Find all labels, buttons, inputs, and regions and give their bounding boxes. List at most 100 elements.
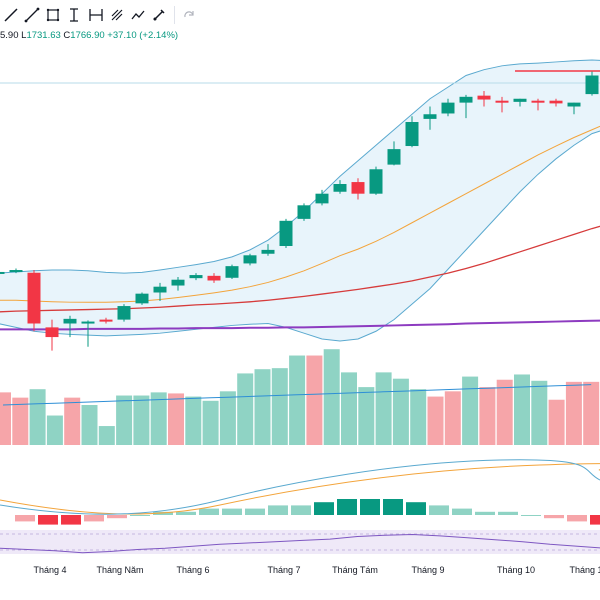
candle-body [477, 95, 491, 100]
low-value: 1731.63 [26, 30, 61, 41]
bollinger-upper-line [0, 59, 600, 274]
rectangle-icon[interactable] [42, 3, 63, 27]
candle-body [513, 98, 527, 102]
candle-body [9, 270, 23, 273]
volume-bar [514, 374, 530, 445]
candle-body [207, 275, 221, 281]
open-value: 5.90 [0, 30, 19, 41]
volume-bar [116, 395, 133, 445]
month-label: Tháng 7 [267, 565, 300, 575]
volume-bar [12, 397, 29, 445]
volume-bar [219, 391, 236, 445]
macd-bar [107, 515, 127, 519]
macd-pane [0, 459, 600, 525]
candle-body [495, 100, 509, 103]
candle-body [405, 122, 419, 147]
change-value: +37.10 (+2.14%) [107, 30, 179, 41]
trend-icon[interactable] [127, 3, 148, 27]
redo-icon[interactable] [179, 3, 200, 27]
bollinger-fill [0, 60, 600, 341]
candle-body [81, 321, 95, 324]
volume-bar [46, 415, 63, 445]
candle-body [333, 184, 347, 192]
macd-bar [590, 515, 600, 525]
volume-bar [254, 369, 271, 445]
candle-body [441, 102, 455, 114]
month-label: Tháng Năm [96, 565, 143, 575]
volume-bar [306, 355, 323, 445]
volume-bar [289, 355, 306, 445]
line-icon[interactable] [21, 3, 42, 27]
macd-bar [544, 515, 564, 519]
macd-bar [176, 511, 196, 515]
candle-body [369, 169, 383, 194]
toolbar-divider [173, 6, 175, 24]
month-label: Tháng 9 [411, 565, 444, 575]
candle-body [99, 319, 113, 322]
volume-bar [462, 376, 479, 445]
macd-bar [429, 505, 449, 515]
volume-ma-line [2, 384, 592, 406]
candle-body [171, 279, 185, 286]
macd-bar [498, 511, 518, 515]
text-cursor-icon[interactable] [64, 3, 85, 27]
volume-bar [548, 399, 565, 445]
macd-bar [61, 515, 81, 525]
cursor-icon[interactable] [0, 3, 21, 27]
candle-body [459, 96, 473, 103]
candle-body [387, 149, 401, 165]
candle-body [585, 75, 599, 95]
volume-bar [64, 397, 81, 445]
ohlc-legend: 5.90 L1731.63 C1766.90 +37.10 (+2.14%) [0, 30, 178, 41]
volume-bar [531, 380, 548, 445]
volume-bar [410, 389, 427, 445]
macd-bar [406, 502, 426, 515]
month-label: Tháng 6 [176, 565, 209, 575]
candle-body [135, 293, 149, 304]
measure-icon[interactable] [85, 3, 106, 27]
macd-bar [567, 515, 587, 522]
volume-bar [168, 393, 184, 445]
macd-bar [475, 511, 495, 515]
close-label: C [63, 30, 71, 41]
volume-bar [444, 391, 461, 445]
month-label: Tháng 1 [569, 565, 600, 575]
volume-bar [271, 368, 288, 445]
candle-body [45, 327, 59, 338]
bollinger-lower-line [0, 130, 600, 342]
candles [0, 71, 599, 351]
candle-body [297, 205, 311, 219]
ma-purple-line [0, 319, 600, 331]
volume-bars [0, 349, 600, 445]
macd-bar [84, 515, 104, 522]
macd-bar [383, 499, 403, 515]
macd-bar [245, 508, 265, 515]
candle-body [351, 182, 365, 194]
candle-body [261, 249, 275, 254]
low-label: L [21, 30, 27, 41]
candle-body [279, 220, 293, 246]
macd-bar [38, 515, 58, 525]
volume-bar [392, 378, 409, 445]
macd-bar [314, 502, 334, 515]
volume-bar [150, 392, 167, 445]
macd-bar [268, 505, 288, 515]
candle-body [243, 255, 257, 264]
month-label: Tháng 10 [497, 565, 535, 575]
volume-bar [29, 389, 46, 445]
candle-body [423, 114, 437, 119]
candle-body [153, 286, 167, 293]
candle-body [117, 306, 131, 320]
pen-icon[interactable] [149, 3, 170, 27]
candle-body [63, 318, 77, 324]
macd-bar [521, 515, 541, 516]
ma-red-line [0, 225, 600, 313]
brush-icon[interactable] [106, 3, 127, 27]
macd-bar [291, 505, 311, 515]
rsi-line [0, 534, 600, 554]
candle-body [315, 193, 329, 204]
volume-bar [81, 405, 98, 445]
macd-bar [15, 515, 35, 522]
volume-bar [375, 372, 392, 445]
